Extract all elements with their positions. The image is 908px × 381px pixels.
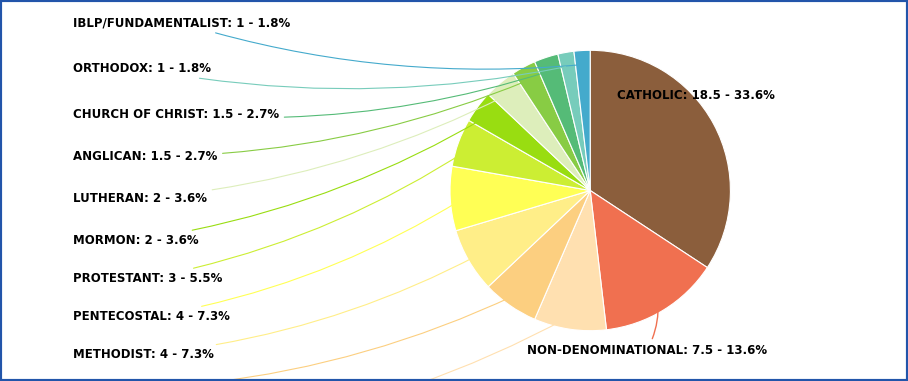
Text: ORTHODOX: 1 - 1.8%: ORTHODOX: 1 - 1.8% [73, 62, 566, 89]
Wedge shape [590, 50, 730, 267]
Text: ANGLICAN: 1.5 - 2.7%: ANGLICAN: 1.5 - 2.7% [73, 80, 528, 163]
Wedge shape [452, 120, 590, 190]
Wedge shape [489, 74, 590, 190]
Text: PROTESTANT: 3 - 5.5%: PROTESTANT: 3 - 5.5% [73, 149, 469, 285]
Wedge shape [535, 190, 607, 331]
Text: CATHOLIC: 18.5 - 33.6%: CATHOLIC: 18.5 - 33.6% [617, 89, 775, 127]
Text: MORMON: 2 - 3.6%: MORMON: 2 - 3.6% [73, 117, 487, 247]
Text: IBLP/FUNDAMENTALIST: 1 - 1.8%: IBLP/FUNDAMENTALIST: 1 - 1.8% [73, 16, 580, 69]
Wedge shape [450, 166, 590, 231]
Text: SOUTHERN BAPTIST: 4.5 - 8.2%: SOUTHERN BAPTIST: 4.5 - 8.2% [73, 317, 569, 381]
Wedge shape [535, 54, 590, 190]
Text: CHURCH OF CHRIST: 1.5 - 2.7%: CHURCH OF CHRIST: 1.5 - 2.7% [73, 72, 548, 121]
Wedge shape [456, 190, 590, 287]
Wedge shape [469, 94, 590, 190]
Wedge shape [489, 190, 590, 319]
Wedge shape [558, 51, 590, 190]
Text: NON-DENOMINATIONAL: 7.5 - 13.6%: NON-DENOMINATIONAL: 7.5 - 13.6% [527, 303, 766, 357]
Text: PENTECOSTAL: 4 - 7.3%: PENTECOSTAL: 4 - 7.3% [73, 199, 462, 323]
Wedge shape [513, 62, 590, 190]
Text: BAPTIST: 3.5 - 6.4%: BAPTIST: 3.5 - 6.4% [73, 295, 516, 381]
Wedge shape [590, 190, 707, 330]
Text: METHODIST: 4 - 7.3%: METHODIST: 4 - 7.3% [73, 255, 479, 361]
Text: LUTHERAN: 2 - 3.6%: LUTHERAN: 2 - 3.6% [73, 95, 507, 205]
Wedge shape [574, 50, 590, 190]
